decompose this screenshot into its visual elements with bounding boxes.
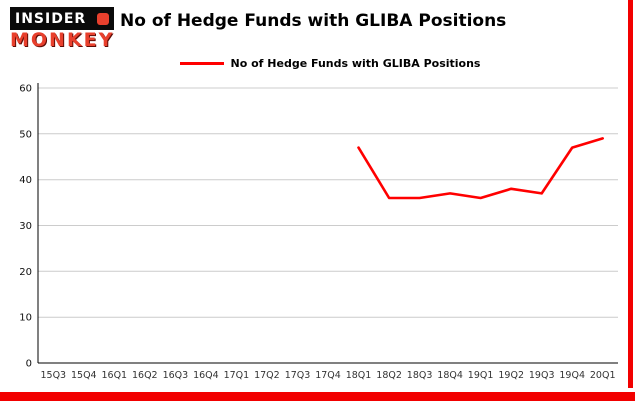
legend-label: No of Hedge Funds with GLIBA Positions bbox=[230, 57, 481, 70]
svg-text:16Q2: 16Q2 bbox=[132, 370, 158, 381]
svg-text:18Q1: 18Q1 bbox=[346, 370, 372, 381]
page-title: No of Hedge Funds with GLIBA Positions bbox=[120, 11, 507, 31]
svg-text:50: 50 bbox=[19, 129, 32, 140]
frame-bottom-border bbox=[0, 392, 635, 401]
svg-text:20Q1: 20Q1 bbox=[590, 370, 616, 381]
svg-text:19Q2: 19Q2 bbox=[498, 370, 524, 381]
svg-text:15Q3: 15Q3 bbox=[40, 370, 66, 381]
chart-svg: 0 10 20 30 40 50 60 15Q3 15Q4 16Q1 16Q2 16Q3 16Q4 17Q… bbox=[19, 83, 618, 381]
monkey-icon bbox=[97, 12, 109, 25]
svg-text:20: 20 bbox=[19, 267, 32, 278]
svg-text:30: 30 bbox=[19, 221, 32, 232]
logo-insider-text: INSIDER bbox=[15, 10, 87, 27]
svg-text:40: 40 bbox=[19, 175, 32, 186]
svg-text:16Q4: 16Q4 bbox=[193, 370, 219, 381]
svg-text:19Q1: 19Q1 bbox=[468, 370, 494, 381]
chart: 0 10 20 30 40 50 60 15Q3 15Q4 16Q1 16Q2 16Q3 16Q4 17Q… bbox=[0, 78, 635, 390]
svg-text:19Q4: 19Q4 bbox=[559, 370, 585, 381]
chart-legend: No of Hedge Funds with GLIBA Positions bbox=[38, 57, 622, 70]
svg-text:16Q1: 16Q1 bbox=[101, 370, 127, 381]
legend-line-swatch bbox=[179, 62, 224, 65]
svg-text:17Q3: 17Q3 bbox=[285, 370, 311, 381]
insider-monkey-logo: INSIDER MONKEY bbox=[10, 7, 114, 51]
svg-text:15Q4: 15Q4 bbox=[71, 370, 97, 381]
logo-black-bar: INSIDER bbox=[10, 7, 114, 30]
svg-text:60: 60 bbox=[19, 84, 32, 95]
svg-text:18Q4: 18Q4 bbox=[437, 370, 463, 381]
svg-text:17Q2: 17Q2 bbox=[254, 370, 280, 381]
svg-text:0: 0 bbox=[26, 359, 32, 370]
svg-text:19Q3: 19Q3 bbox=[529, 370, 555, 381]
frame-right-border bbox=[628, 0, 633, 388]
svg-text:18Q2: 18Q2 bbox=[376, 370, 402, 381]
svg-text:17Q4: 17Q4 bbox=[315, 370, 341, 381]
svg-text:16Q3: 16Q3 bbox=[163, 370, 189, 381]
svg-text:18Q3: 18Q3 bbox=[407, 370, 433, 381]
logo-monkey-text: MONKEY bbox=[10, 29, 115, 51]
svg-text:10: 10 bbox=[19, 313, 32, 324]
svg-text:17Q1: 17Q1 bbox=[224, 370, 250, 381]
